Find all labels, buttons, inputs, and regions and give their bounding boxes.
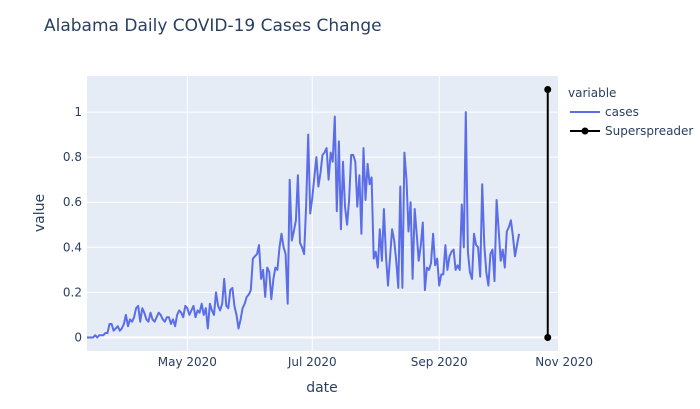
plot-area (87, 76, 558, 351)
y-tick-labels: 0 0.2 0.4 0.6 0.8 1 (63, 105, 82, 344)
x-tick-label: Sep 2020 (411, 355, 468, 369)
x-tick-label: Nov 2020 (535, 355, 593, 369)
y-tick-label: 0.4 (63, 240, 82, 254)
superspreader-marker (544, 86, 552, 94)
legend-item-cases[interactable]: cases (570, 105, 639, 119)
superspreader-marker (544, 333, 552, 341)
y-tick-label: 1 (74, 105, 82, 119)
y-tick-label: 0.2 (63, 285, 82, 299)
y-tick-label: 0.6 (63, 195, 82, 209)
legend: variable cases Superspreader (568, 86, 693, 138)
series-layer (87, 86, 552, 341)
chart-title: Alabama Daily COVID-19 Cases Change (44, 16, 382, 36)
cases-line (87, 111, 521, 339)
legend-label-cases: cases (605, 105, 639, 119)
legend-label-superspreader: Superspreader (605, 124, 693, 138)
y-tick-label: 0.8 (63, 150, 82, 164)
x-axis-title: date (306, 380, 338, 396)
x-tick-label: May 2020 (158, 355, 217, 369)
y-axis-title: value (32, 194, 48, 232)
y-tick-label: 0 (74, 330, 82, 344)
x-tick-label: Jul 2020 (287, 355, 337, 369)
x-tick-labels: May 2020 Jul 2020 Sep 2020 Nov 2020 (158, 355, 593, 369)
legend-marker-superspreader (581, 127, 589, 135)
legend-title: variable (568, 86, 616, 100)
legend-item-superspreader[interactable]: Superspreader (570, 124, 693, 138)
